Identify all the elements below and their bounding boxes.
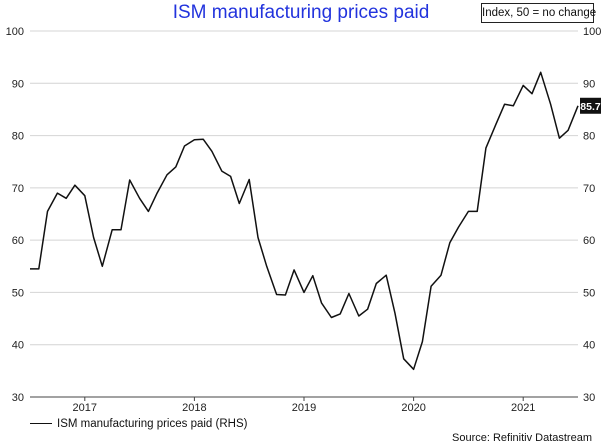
- y-tick-right-40: 40: [583, 340, 595, 352]
- x-axis: 2017 2018 2019 2020 2021: [30, 396, 578, 414]
- last-value-text: 85.7: [580, 101, 601, 113]
- x-tick-label-2019: 2019: [292, 402, 316, 414]
- x-tick-label-2018: 2018: [182, 402, 206, 414]
- chart-title: ISM manufacturing prices paid: [172, 2, 430, 23]
- index-note-box: Index, 50 = no change: [481, 3, 596, 23]
- y-tick-right-60: 60: [583, 235, 595, 247]
- y-tick-left-90: 90: [12, 78, 24, 90]
- source-note: Source: Refinitiv Datastream: [452, 432, 592, 444]
- y-tick-right-30: 30: [583, 392, 595, 404]
- last-value-box: [580, 97, 601, 114]
- legend-label: ISM manufacturing prices paid (RHS): [57, 418, 248, 430]
- last-value-label: 85.7: [580, 97, 601, 114]
- x-tick-label-2017: 2017: [73, 402, 97, 414]
- y-tick-left-100: 100: [6, 26, 24, 38]
- y-tick-left-60: 60: [12, 235, 24, 247]
- legend-swatch: [30, 423, 52, 425]
- y-tick-right-90: 90: [583, 78, 595, 90]
- gridlines: [30, 30, 578, 398]
- series-line-0: [30, 71, 579, 371]
- y-tick-right-70: 70: [583, 183, 595, 195]
- y-axis-right: 30 40 50 60 70 80 90 100: [583, 26, 601, 404]
- series-group: [30, 71, 579, 371]
- y-tick-left-40: 40: [12, 340, 24, 352]
- legend: ISM manufacturing prices paid (RHS): [30, 418, 247, 430]
- y-tick-right-80: 80: [583, 131, 595, 143]
- x-tick-label-2021: 2021: [511, 402, 535, 414]
- y-tick-left-80: 80: [12, 131, 24, 143]
- y-axis-left: 30 40 50 60 70 80 90 100: [6, 26, 24, 404]
- y-tick-left-30: 30: [12, 392, 24, 404]
- x-tick-label-2020: 2020: [401, 402, 425, 414]
- y-tick-right-50: 50: [583, 287, 595, 299]
- y-tick-left-70: 70: [12, 183, 24, 195]
- y-tick-left-50: 50: [12, 287, 24, 299]
- y-tick-right-100: 100: [583, 26, 601, 38]
